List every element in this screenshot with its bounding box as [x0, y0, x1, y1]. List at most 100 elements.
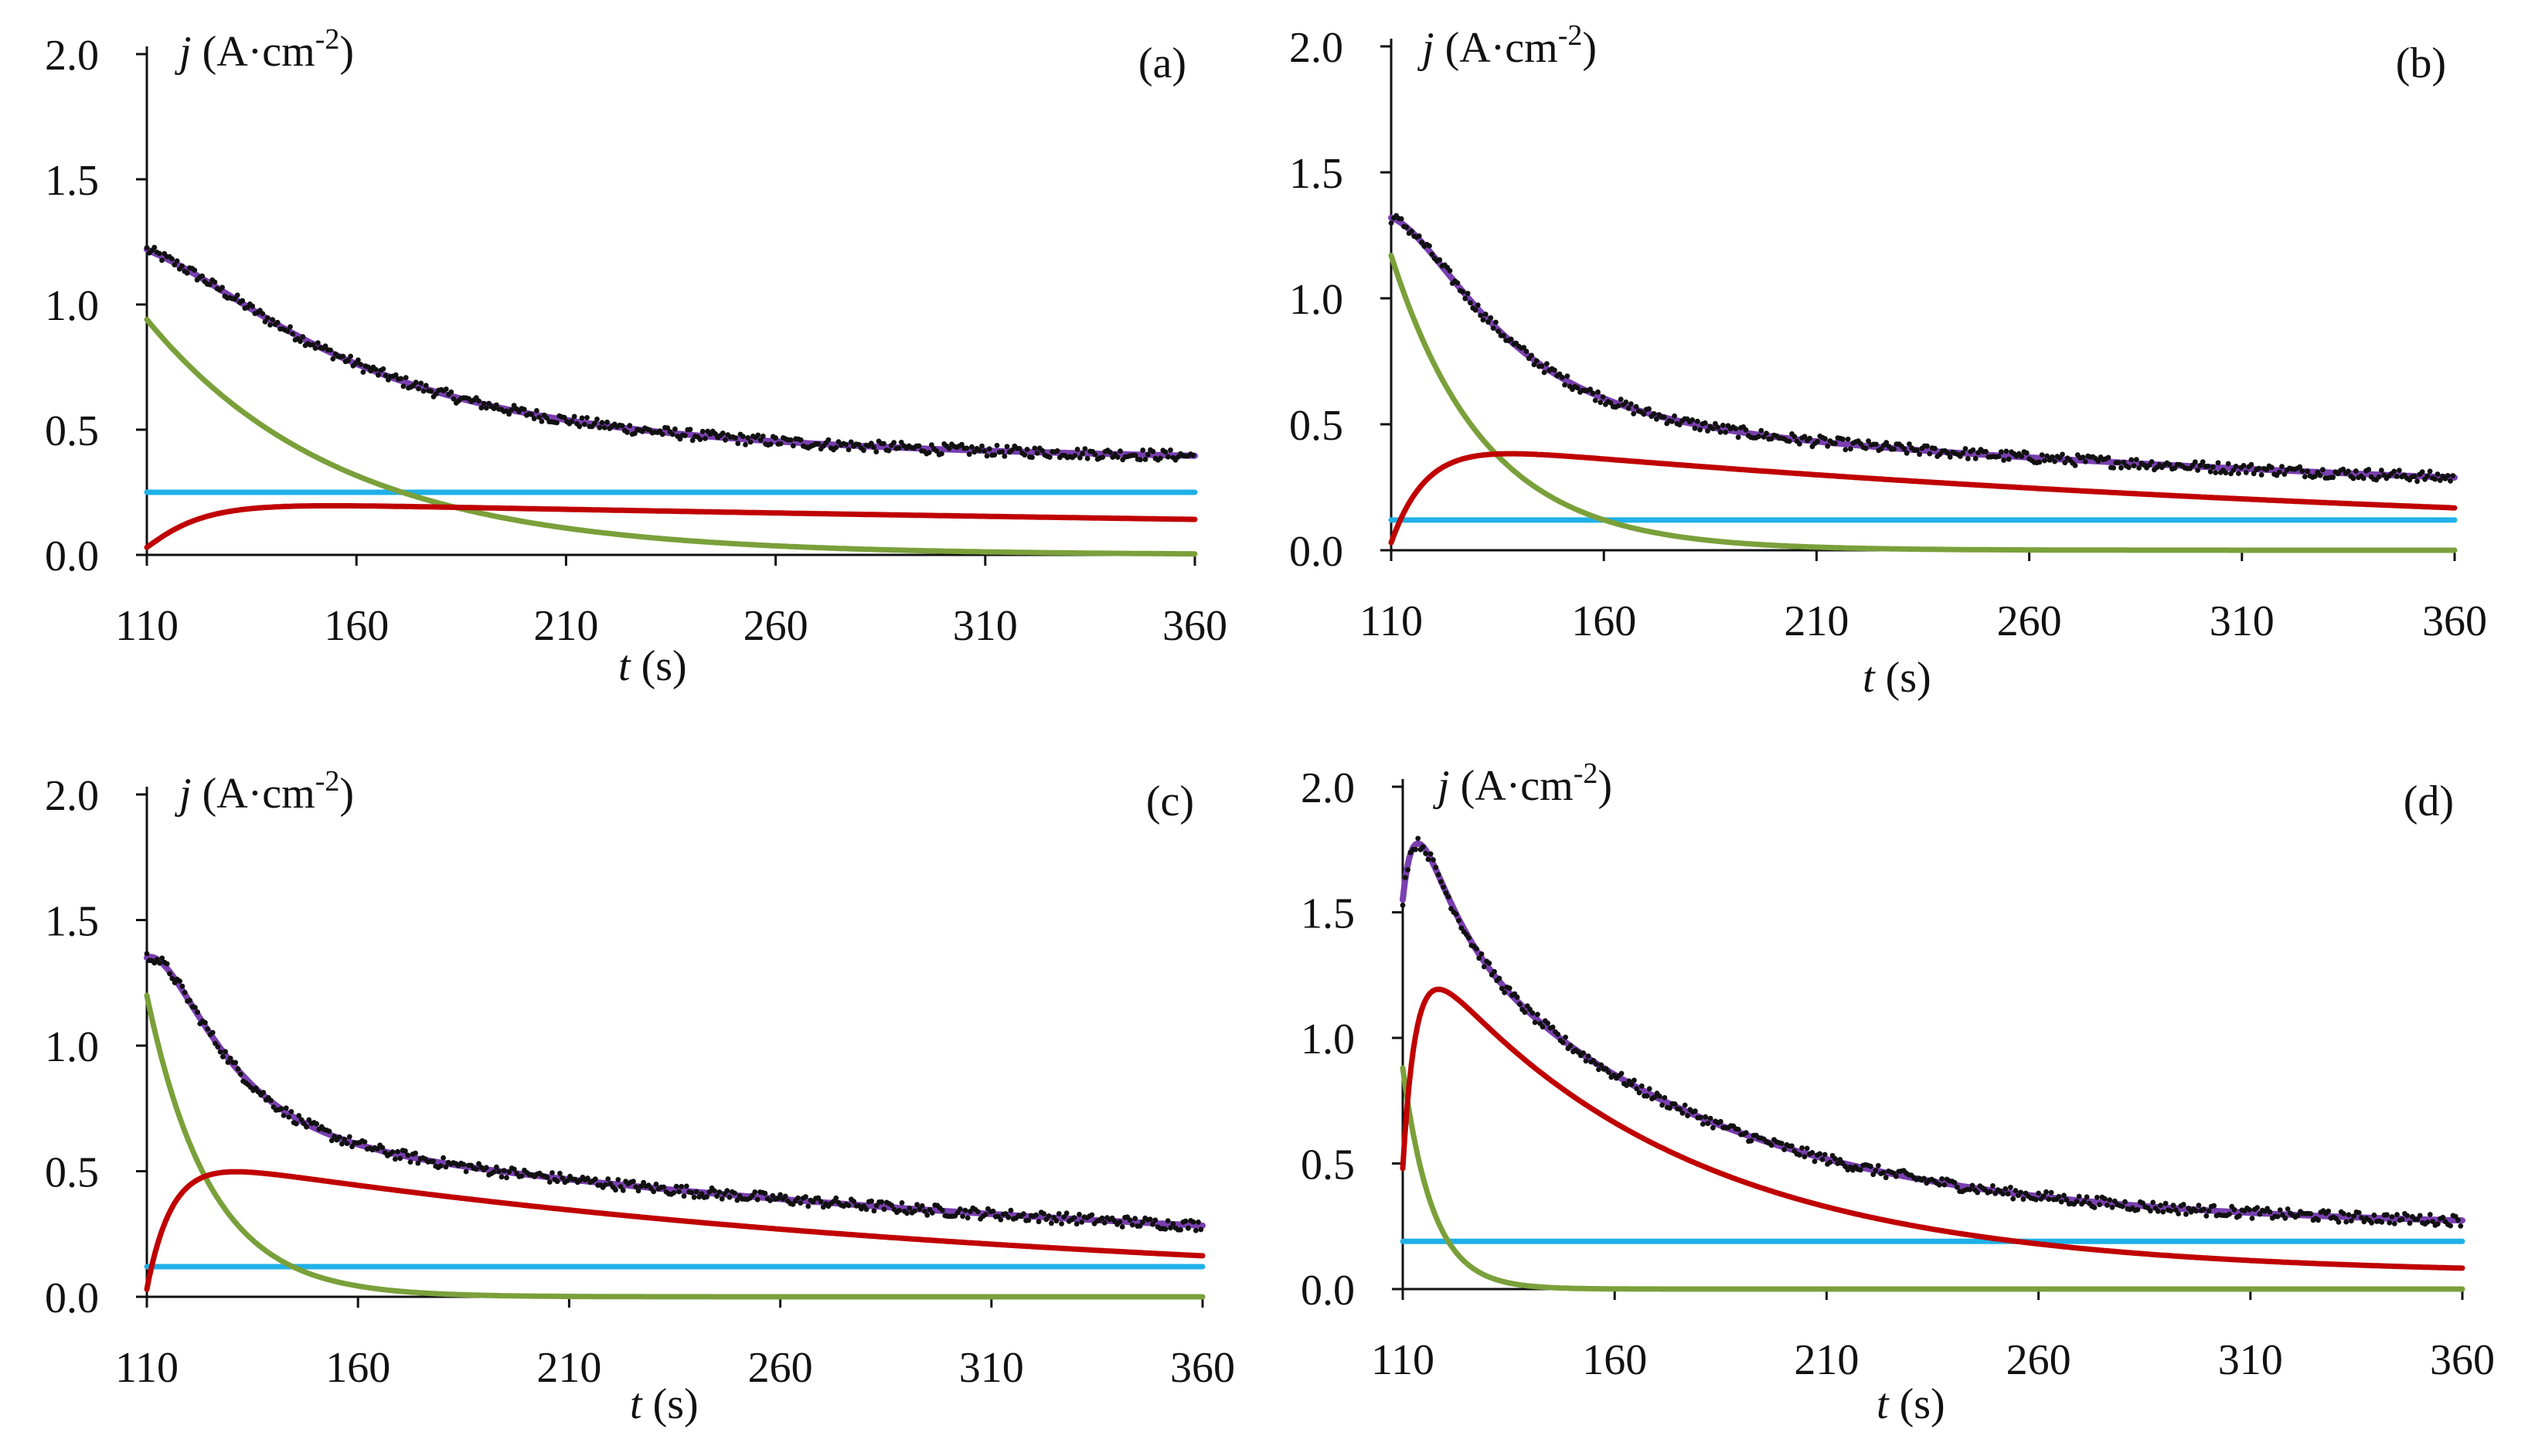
- measured-point: [1883, 1175, 1889, 1181]
- measured-point: [1425, 856, 1431, 862]
- measured-point: [682, 433, 688, 438]
- measured-point: [2033, 1196, 2039, 1203]
- measured-point: [227, 1056, 233, 1061]
- measured-point: [1941, 1182, 1948, 1188]
- measured-point: [2455, 1217, 2461, 1223]
- measured-point: [810, 1199, 816, 1205]
- measured-point: [2039, 452, 2045, 458]
- measured-point: [740, 434, 746, 439]
- measured-point: [760, 434, 766, 439]
- measured-point: [2168, 1208, 2174, 1214]
- measured-point: [223, 1049, 228, 1055]
- measured-point: [1667, 1105, 1672, 1111]
- measured-point: [1550, 1024, 1556, 1030]
- measured-point: [1804, 1145, 1810, 1152]
- measured-point: [1004, 444, 1010, 450]
- measured-point: [1388, 220, 1394, 226]
- measured-point: [2356, 1209, 2362, 1216]
- measured-point: [234, 292, 240, 298]
- measured-point: [681, 1193, 687, 1199]
- y-tick-label: 0.0: [1289, 528, 1343, 576]
- measured-point: [1631, 411, 1637, 417]
- measured-point: [521, 407, 527, 412]
- measured-point: [1089, 1212, 1095, 1218]
- y-axis-unit-close: ): [339, 28, 354, 76]
- measured-point: [1514, 994, 1520, 1000]
- measured-point: [620, 1187, 626, 1193]
- measured-point: [594, 417, 600, 422]
- measured-point: [2056, 1193, 2062, 1199]
- measured-point: [358, 362, 363, 367]
- measured-point: [767, 441, 774, 447]
- measured-point: [2205, 463, 2211, 469]
- measured-point: [2391, 1221, 2397, 1226]
- measured-point: [2450, 473, 2456, 478]
- measured-point: [2437, 478, 2443, 483]
- x-axis-title: t (s): [1863, 654, 1931, 702]
- series-red-line: [144, 503, 1198, 550]
- measured-point: [376, 372, 381, 378]
- measured-point: [1598, 400, 1604, 406]
- measured-point: [1840, 436, 1846, 442]
- series-red-line: [1388, 451, 2458, 546]
- measured-point: [2042, 458, 2047, 464]
- measured-point: [2378, 468, 2384, 473]
- measured-point: [1623, 399, 1629, 405]
- measured-point: [1692, 425, 1698, 431]
- measured-point: [2376, 474, 2382, 480]
- measured-point: [184, 270, 190, 276]
- measured-point: [1893, 1173, 1899, 1179]
- measured-point: [2320, 467, 2326, 473]
- measured-point: [1921, 1175, 1927, 1182]
- measured-point: [144, 951, 150, 957]
- measured-point: [1074, 1221, 1080, 1227]
- measured-point: [1778, 1141, 1785, 1146]
- measured-point: [2369, 1220, 2375, 1226]
- measured-point: [2305, 468, 2311, 475]
- measured-point: [1676, 422, 1683, 427]
- measured-point: [735, 441, 741, 447]
- measured-point: [1624, 1083, 1630, 1088]
- measured-point: [397, 1155, 403, 1162]
- measured-point: [1165, 1218, 1171, 1223]
- measured-point: [284, 328, 291, 335]
- measured-point: [571, 413, 577, 420]
- measured-point: [743, 442, 748, 447]
- measured-point: [1654, 416, 1659, 422]
- y-axis-title: j (A·cm-2): [1417, 19, 1597, 72]
- measured-point: [1848, 446, 1853, 452]
- measured-point: [774, 1196, 781, 1202]
- measured-point: [2213, 470, 2219, 475]
- measured-point: [512, 1166, 517, 1172]
- measured-point: [1475, 302, 1481, 308]
- measured-point: [2195, 468, 2201, 473]
- measured-point: [803, 1194, 808, 1199]
- measured-point: [601, 425, 607, 430]
- measured-point: [2407, 1220, 2413, 1226]
- measured-point: [1147, 1216, 1153, 1223]
- measured-point: [1822, 436, 1828, 441]
- measured-point: [2348, 1218, 2354, 1224]
- measured-point: [1033, 1212, 1040, 1218]
- measured-point: [491, 1169, 497, 1175]
- measured-point: [791, 443, 796, 449]
- measured-point: [1761, 434, 1767, 440]
- measured-point: [498, 1174, 505, 1180]
- measured-point: [539, 419, 545, 424]
- measured-point: [1717, 429, 1723, 435]
- measured-point: [374, 1146, 380, 1152]
- measured-point: [2236, 471, 2241, 476]
- x-axis-symbol: t: [618, 642, 631, 690]
- measured-point: [1138, 457, 1143, 463]
- measured-point: [1781, 1147, 1788, 1152]
- measured-point: [2379, 1220, 2385, 1225]
- measured-point: [2122, 1199, 2128, 1205]
- measured-point: [342, 1136, 348, 1142]
- measured-point: [1596, 1066, 1601, 1073]
- measured-point: [2094, 1195, 2100, 1200]
- measured-point: [1398, 216, 1404, 222]
- measured-point: [635, 1188, 641, 1194]
- measured-point: [1990, 1183, 1996, 1189]
- measured-point: [2257, 1211, 2263, 1217]
- y-axis-unit: (A·cm: [202, 28, 315, 76]
